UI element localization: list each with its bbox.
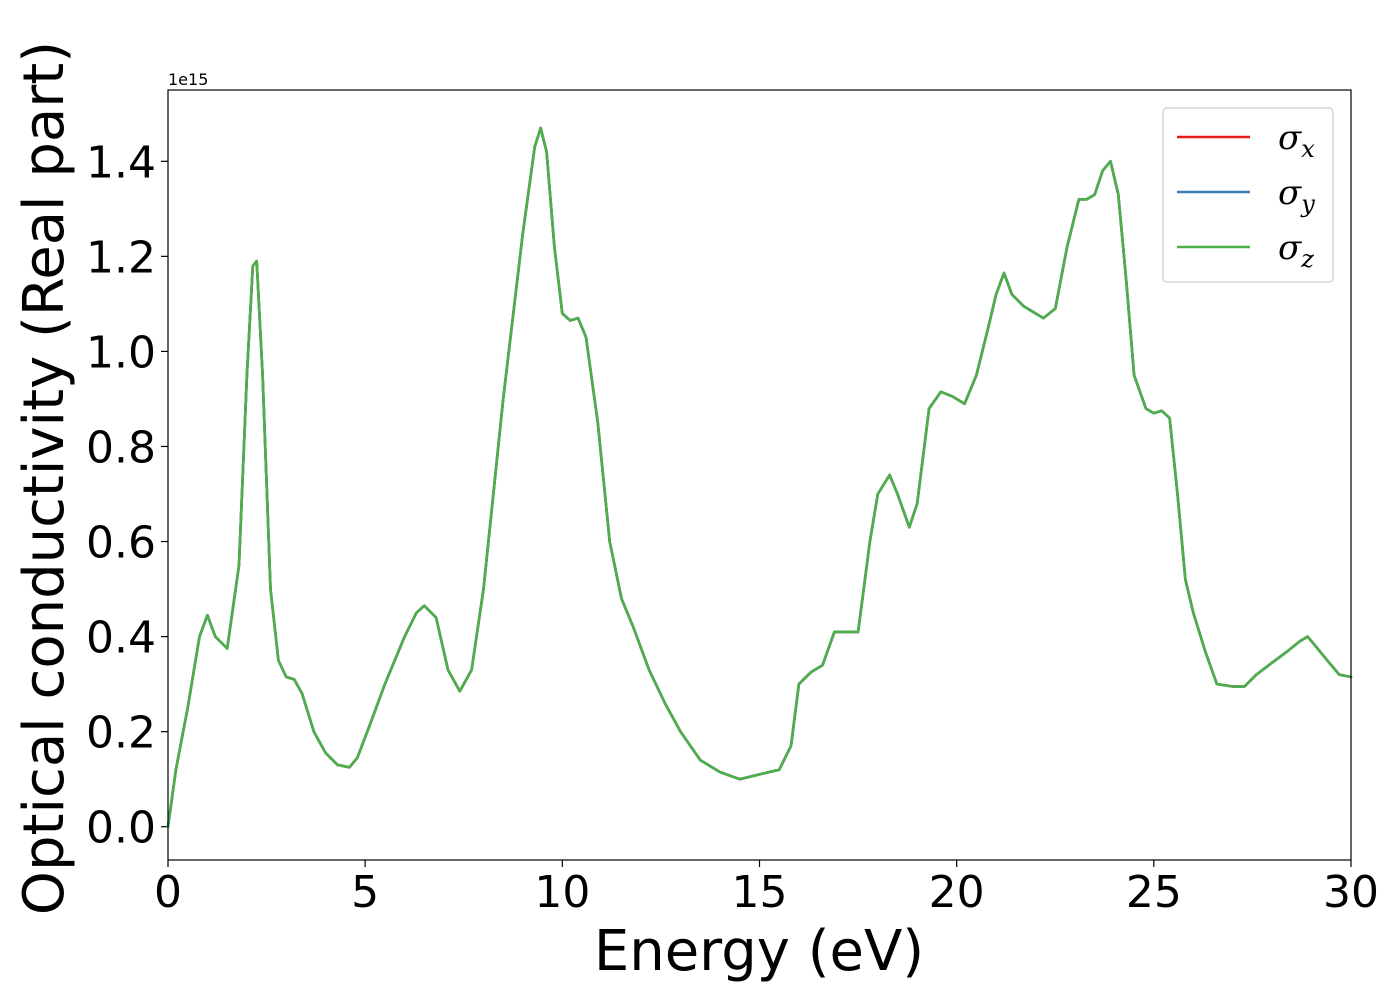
x-tick-label: 30 bbox=[1323, 867, 1379, 918]
x-axis-ticks: 0 5 10 15 20 25 30 bbox=[154, 860, 1379, 918]
series-lines bbox=[166, 126, 1353, 829]
x-tick-label: 15 bbox=[732, 867, 788, 918]
y-axis-label: Optical conductivity (Real part) bbox=[12, 41, 77, 915]
y-tick-label: 0.0 bbox=[86, 803, 156, 854]
plot-frame bbox=[167, 89, 1352, 861]
y-tick-label: 1.2 bbox=[86, 232, 156, 283]
x-tick-label: 20 bbox=[929, 867, 985, 918]
y-offset-label: 1e15 bbox=[168, 70, 208, 89]
y-tick-label: 0.6 bbox=[86, 518, 156, 569]
series-line bbox=[166, 126, 1353, 829]
x-tick-label: 5 bbox=[351, 867, 379, 918]
legend-label: σy bbox=[1278, 173, 1315, 218]
x-tick-label: 0 bbox=[154, 867, 182, 918]
legend: σx σy σz bbox=[1162, 107, 1334, 283]
y-tick-label: 0.2 bbox=[86, 708, 156, 759]
y-tick-label: 0.8 bbox=[86, 422, 156, 473]
legend-box bbox=[1162, 107, 1334, 283]
y-axis-ticks: 0.0 0.2 0.4 0.6 0.8 1.0 1.2 1.4 bbox=[86, 137, 168, 854]
legend-label: σx bbox=[1278, 118, 1315, 163]
plot-area bbox=[168, 90, 1351, 860]
y-tick-label: 1.4 bbox=[86, 137, 156, 188]
x-tick-label: 25 bbox=[1126, 867, 1182, 918]
y-tick-label: 0.4 bbox=[86, 613, 156, 664]
y-tick-label: 1.0 bbox=[86, 327, 156, 378]
x-tick-label: 10 bbox=[534, 867, 590, 918]
x-axis-label: Energy (eV) bbox=[594, 919, 924, 984]
legend-label: σz bbox=[1278, 228, 1314, 273]
